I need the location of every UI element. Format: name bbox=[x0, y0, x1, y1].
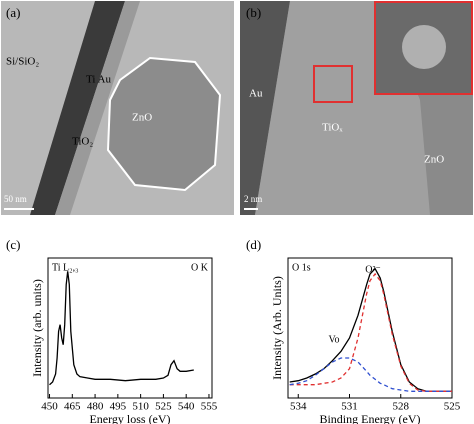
spectrum-line bbox=[289, 272, 452, 392]
plot-frame bbox=[287, 257, 453, 399]
x-tick-label: 465 bbox=[64, 401, 81, 413]
x-tick-label: 555 bbox=[201, 401, 218, 413]
panel-label: (b) bbox=[246, 5, 261, 20]
x-tick-label: 480 bbox=[87, 401, 104, 413]
scale-bar-label: 2 nm bbox=[244, 194, 262, 204]
selection-box bbox=[313, 65, 353, 103]
panel-label: (a) bbox=[6, 5, 20, 20]
image-label: Si/SiO₂ bbox=[6, 56, 39, 68]
y-axis-label: Intensity (Arb. Units) bbox=[270, 276, 284, 380]
annotation: O 1s bbox=[292, 262, 311, 273]
spectrum-line bbox=[49, 271, 194, 386]
x-tick-label: 450 bbox=[41, 401, 58, 413]
annotation: Vo bbox=[329, 334, 340, 345]
spectrum-line bbox=[289, 267, 452, 392]
image-label: Au bbox=[249, 88, 263, 100]
scale-bar-label: 50 nm bbox=[4, 194, 27, 204]
panel-label: (d) bbox=[246, 237, 261, 252]
oxide-stripe bbox=[55, 1, 140, 215]
fft-halo bbox=[402, 25, 446, 69]
x-tick-label: 525 bbox=[444, 401, 461, 413]
image-label: TiOₓ bbox=[322, 122, 343, 134]
au-region bbox=[240, 1, 290, 215]
annotation: O K bbox=[191, 262, 209, 273]
image-label: TiO₂ bbox=[72, 136, 93, 148]
x-axis-label: Energy loss (eV) bbox=[89, 412, 170, 424]
x-tick-label: 531 bbox=[341, 401, 358, 413]
x-tick-label: 540 bbox=[178, 401, 195, 413]
x-axis-label: Binding Energy (eV) bbox=[319, 412, 420, 424]
metal-stripe bbox=[30, 1, 125, 215]
y-axis-label: Intensity (arb. units) bbox=[30, 279, 44, 377]
spectrum-line bbox=[289, 357, 452, 392]
panel-label: (c) bbox=[6, 237, 20, 252]
image-label: ZnO bbox=[132, 112, 152, 124]
x-tick-label: 528 bbox=[393, 401, 410, 413]
annotation: Ti L₂,₃ bbox=[52, 262, 79, 273]
zno-particle bbox=[106, 56, 222, 192]
annotation: O²⁻ bbox=[365, 264, 381, 275]
image-label: Ti Au bbox=[86, 74, 111, 86]
x-tick-label: 495 bbox=[110, 401, 127, 413]
x-tick-label: 510 bbox=[132, 401, 149, 413]
x-tick-label: 534 bbox=[290, 401, 307, 413]
image-label: ZnO bbox=[424, 154, 444, 166]
x-tick-label: 525 bbox=[155, 401, 172, 413]
plot-frame bbox=[47, 257, 213, 399]
